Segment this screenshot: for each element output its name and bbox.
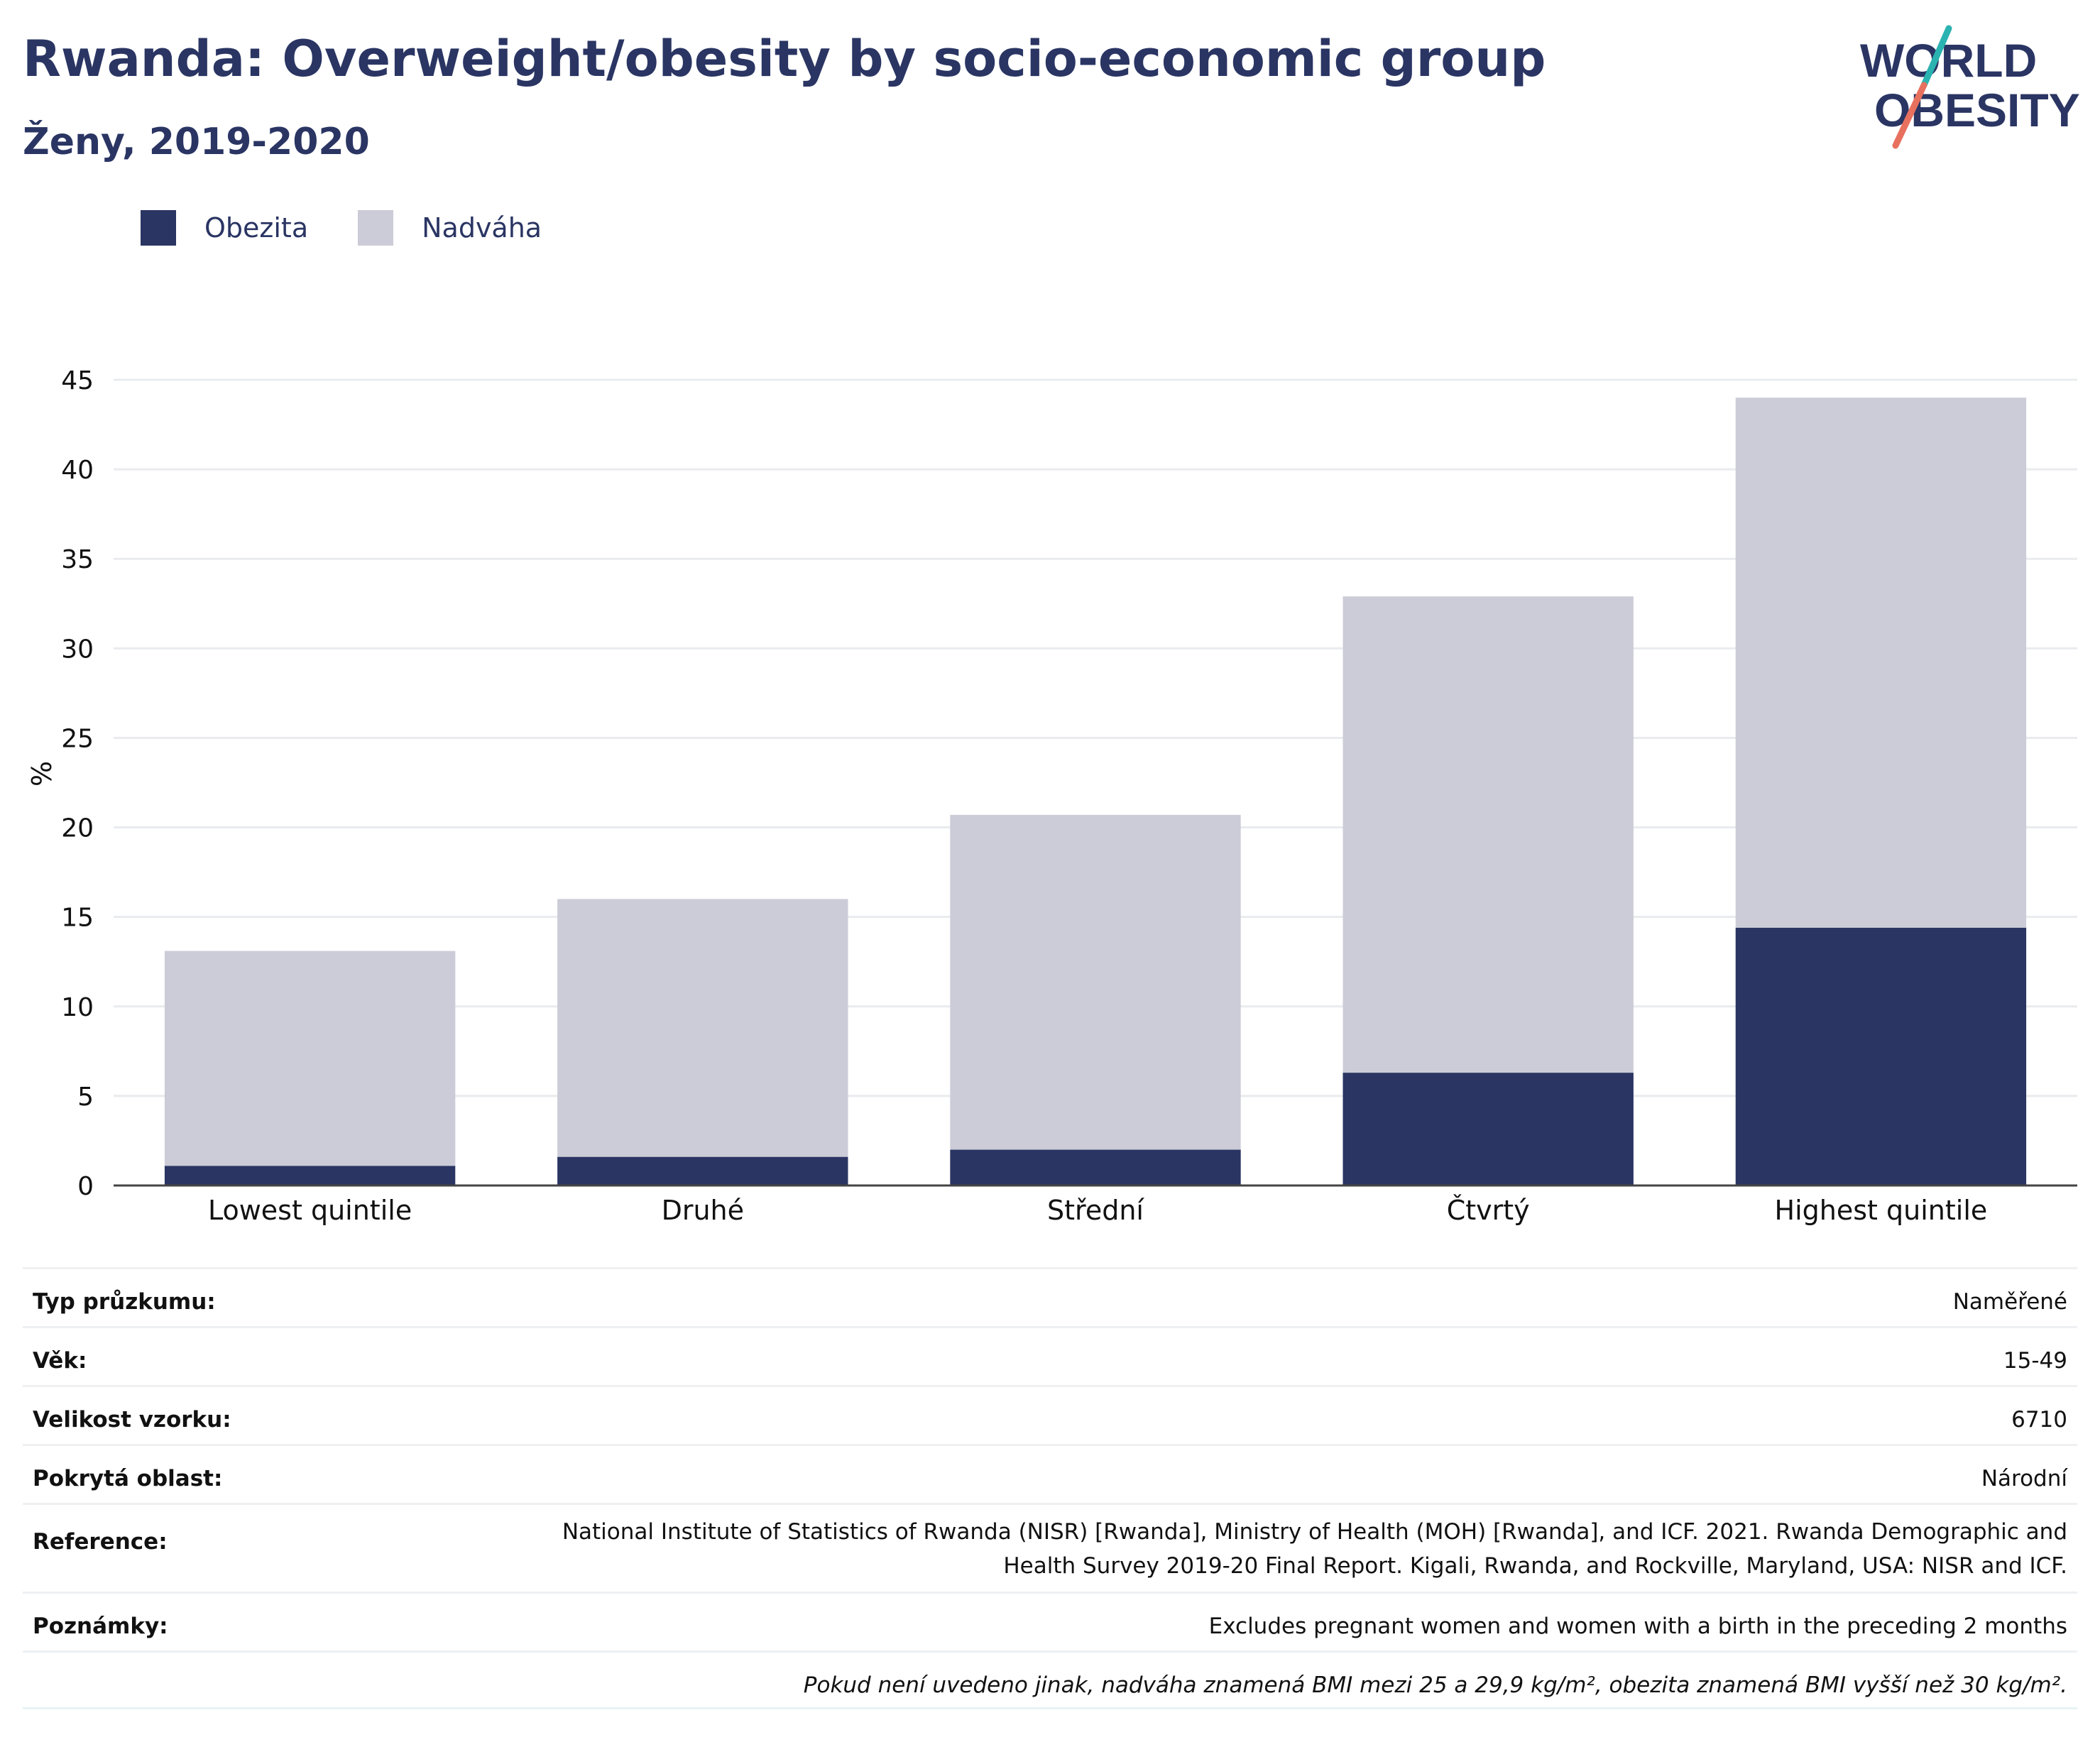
meta-key-coverage: Pokrytá oblast:	[33, 1466, 223, 1491]
meta-key-survey-type: Typ průzkumu:	[33, 1289, 216, 1315]
y-tick-label: 0	[77, 1172, 94, 1201]
legend-item-obezita: Obezita	[141, 210, 308, 246]
x-tick-label: Highest quintile	[1775, 1195, 1988, 1226]
y-tick-label: 15	[61, 904, 94, 933]
bar-obezita-5	[1735, 927, 2027, 1185]
meta-key-notes: Poznámky:	[33, 1614, 168, 1639]
meta-key-sample-size: Velikost vzorku:	[33, 1407, 231, 1433]
y-axis-label: %	[26, 761, 58, 787]
bar-nadváha-4	[1342, 596, 1634, 1073]
meta-value-survey-type: Naměřené	[1952, 1289, 2067, 1315]
logo-word-world: WORLD	[1860, 34, 2037, 87]
logo-slash-coral	[1892, 82, 1927, 149]
meta-row-reference: Reference: National Institute of Statist…	[23, 1503, 2077, 1592]
meta-value-reference: National Institute of Statistics of Rwan…	[562, 1519, 2067, 1579]
bar-nadváha-5	[1735, 398, 2027, 928]
x-tick-label: Druhé	[662, 1195, 744, 1226]
legend-swatch-obezita	[141, 210, 176, 246]
meta-value-sample-size: 6710	[2011, 1407, 2067, 1433]
meta-key-reference: Reference:	[33, 1529, 168, 1555]
meta-row-footnote: Pokud není uvedeno jinak, nadváha znamen…	[23, 1650, 2077, 1709]
legend-label-nadvaha: Nadváha	[422, 212, 542, 243]
meta-row-notes: Poznámky: Excludes pregnant women and wo…	[23, 1592, 2077, 1650]
x-tick-label: Čtvrtý	[1447, 1195, 1530, 1226]
meta-row-coverage: Pokrytá oblast: Národní	[23, 1444, 2077, 1503]
legend-label-obezita: Obezita	[204, 212, 309, 243]
meta-value-coverage: Národní	[1981, 1466, 2067, 1491]
y-tick-label: 35	[61, 545, 94, 574]
legend-item-nadvaha: Nadváha	[358, 210, 542, 246]
bar-nadváha-1	[164, 951, 456, 1166]
bar-obezita-3	[950, 1149, 1241, 1185]
y-tick-label: 30	[61, 635, 94, 664]
meta-value-notes: Excludes pregnant women and women with a…	[1208, 1614, 2067, 1639]
chart-subtitle: Ženy, 2019-2020	[23, 121, 370, 163]
y-tick-label: 10	[61, 993, 94, 1022]
bar-nadváha-3	[950, 814, 1241, 1150]
y-tick-label: 25	[61, 724, 94, 753]
y-tick-label: 40	[61, 456, 94, 485]
bar-obezita-4	[1342, 1073, 1634, 1185]
x-tick-labels: Lowest quintile Druhé Střední Čtvrtý Highest…	[208, 1195, 1987, 1226]
y-tick-label: 20	[61, 814, 94, 843]
legend-swatch-nadvaha	[358, 210, 394, 246]
bars	[164, 398, 2027, 1185]
y-tick-labels: 0 5 10 15 20 25 30 35 40 45	[61, 366, 94, 1201]
meta-key-age: Věk:	[33, 1348, 87, 1374]
bar-obezita-1	[164, 1166, 456, 1185]
bar-obezita-2	[557, 1156, 848, 1185]
chart-title: Rwanda: Overweight/obesity by socio-econ…	[23, 30, 1546, 88]
meta-row-survey-type: Typ průzkumu: Naměřené	[23, 1267, 2077, 1326]
world-obesity-logo: WORLD OBESITY	[1860, 25, 2080, 149]
meta-value-age: 15-49	[2003, 1348, 2067, 1374]
bmi-definition-footnote: Pokud není uvedeno jinak, nadváha znamen…	[803, 1672, 2067, 1698]
logo-slash-teal	[1920, 25, 1952, 89]
stacked-bar-chart: 0 5 10 15 20 25 30 35 40 45 Lowest quintile Druhé S…	[26, 366, 2077, 1226]
meta-row-age: Věk: 15-49	[23, 1326, 2077, 1385]
logo-word-obesity: OBESITY	[1874, 84, 2080, 136]
meta-row-sample-size: Velikost vzorku: 6710	[23, 1385, 2077, 1444]
chart-legend: Obezita Nadváha	[141, 210, 591, 246]
x-tick-label: Střední	[1047, 1195, 1144, 1226]
survey-metadata-table: Typ průzkumu: Naměřené Věk: 15-49 Veliko…	[23, 1267, 2077, 1709]
y-tick-label: 45	[61, 366, 94, 395]
y-tick-label: 5	[77, 1083, 94, 1112]
bar-nadváha-2	[557, 899, 848, 1157]
x-tick-label: Lowest quintile	[208, 1195, 412, 1226]
